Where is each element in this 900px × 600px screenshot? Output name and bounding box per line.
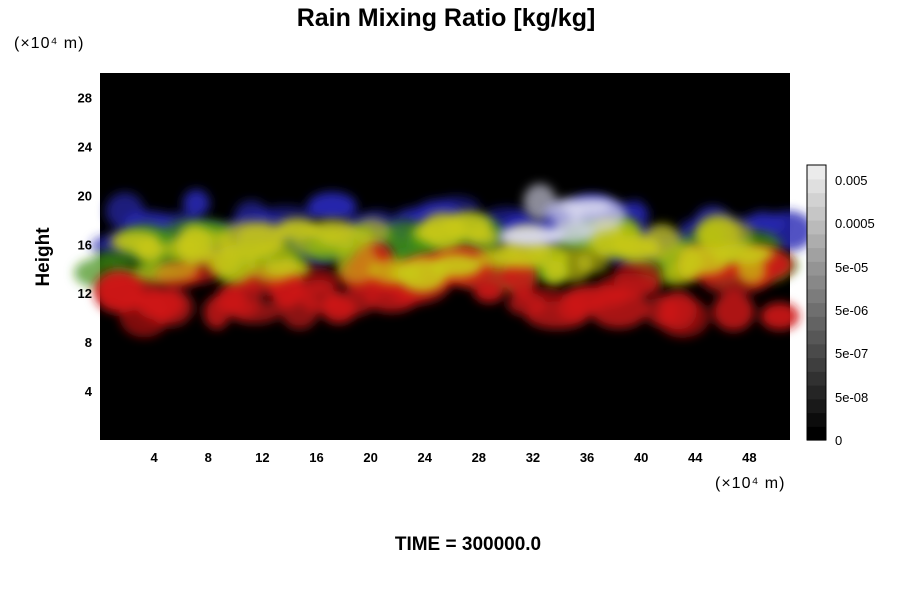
- rain-blob: [498, 226, 565, 247]
- rain-blob: [642, 223, 682, 263]
- colorbar: [806, 164, 827, 441]
- colorbar-tick-label: 0.005: [835, 173, 868, 188]
- colorbar-tick-label: 5e-07: [835, 346, 868, 361]
- x-tick-label: 40: [634, 450, 648, 465]
- x-tick-label: 44: [688, 450, 703, 465]
- y-axis-label: Height: [33, 227, 54, 287]
- rain-layer-yellow: [110, 211, 774, 293]
- colorbar-level: [807, 302, 826, 317]
- chart-title: Rain Mixing Ratio [kg/kg]: [297, 4, 596, 32]
- time-label: TIME = 300000.0: [395, 534, 541, 555]
- y-tick-label: 8: [85, 335, 92, 350]
- colorbar-level: [807, 233, 826, 249]
- x-tick-labels: 4 8 12 16 20 24 28 32 36 40 44 48: [151, 450, 757, 465]
- y-tick-label: 28: [78, 90, 92, 105]
- colorbar-tick-label: 5e-05: [835, 260, 868, 275]
- colorbar-level: [807, 247, 826, 262]
- rain-field: [74, 183, 814, 338]
- rain-blob: [228, 299, 281, 324]
- y-tick-label: 12: [78, 286, 92, 301]
- colorbar-level: [807, 275, 826, 290]
- x-unit-label: (×10⁴ m): [715, 475, 785, 492]
- colorbar-level: [807, 316, 826, 331]
- rain-blob: [95, 249, 145, 266]
- colorbar-tick-label: 0: [835, 433, 842, 448]
- y-tick-label: 4: [85, 384, 93, 399]
- x-tick-label: 48: [742, 450, 756, 465]
- rain-blob: [589, 288, 649, 329]
- x-tick-label: 20: [363, 450, 377, 465]
- y-tick-label: 16: [78, 237, 92, 252]
- rain-blob: [147, 287, 194, 327]
- colorbar-level: [807, 398, 826, 414]
- rain-blob: [569, 197, 627, 234]
- colorbar-level: [807, 343, 826, 359]
- colorbar-level: [807, 385, 826, 400]
- rain-blob: [576, 252, 610, 274]
- colorbar-level: [807, 371, 826, 386]
- x-tick-label: 16: [309, 450, 323, 465]
- colorbar-tick-label: 5e-06: [835, 303, 868, 318]
- colorbar-level: [807, 165, 826, 180]
- colorbar-tick-labels: 0.005 0.0005 5e-05 5e-06 5e-07 5e-08 0: [835, 173, 875, 448]
- colorbar-level: [807, 330, 826, 345]
- rain-blob: [523, 183, 557, 221]
- colorbar-tick-label: 5e-08: [835, 390, 868, 405]
- x-tick-label: 32: [526, 450, 540, 465]
- x-tick-label: 8: [205, 450, 212, 465]
- colorbar-level: [807, 426, 826, 441]
- rain-blob: [760, 302, 800, 331]
- colorbar-level: [807, 220, 826, 235]
- colorbar-frame: [806, 164, 827, 441]
- colorbar-level: [807, 288, 826, 304]
- rain-blob: [354, 218, 391, 246]
- y-tick-label: 24: [78, 139, 93, 154]
- rain-blob: [656, 296, 710, 338]
- rain-blob: [694, 219, 754, 249]
- x-tick-label: 12: [255, 450, 269, 465]
- rain-blob: [322, 290, 375, 317]
- x-tick-label: 24: [417, 450, 432, 465]
- colorbar-level: [807, 178, 826, 194]
- rain-blob: [466, 227, 499, 246]
- rain-blob: [182, 189, 210, 218]
- rain-blob: [711, 243, 774, 265]
- rain-layer-white: [498, 183, 627, 247]
- colorbar-level: [807, 357, 826, 372]
- y-tick-labels: 4 8 12 16 20 24 28: [78, 90, 93, 399]
- rain-blob: [134, 239, 165, 263]
- y-unit-label: (×10⁴ m): [14, 35, 84, 52]
- colorbar-level: [807, 206, 826, 221]
- rain-blob: [133, 262, 199, 282]
- colorbar-level: [807, 192, 826, 207]
- x-tick-label: 4: [151, 450, 159, 465]
- rain-blob: [473, 281, 505, 303]
- colorbar-tick-label: 0.0005: [835, 216, 875, 231]
- x-tick-label: 36: [580, 450, 594, 465]
- rain-blob: [307, 192, 357, 221]
- colorbar-level: [807, 412, 826, 427]
- colorbar-level: [807, 261, 826, 276]
- rain-blob: [613, 258, 662, 296]
- rain-blob: [736, 257, 767, 285]
- y-tick-label: 20: [78, 188, 92, 203]
- rain-blob: [263, 258, 311, 277]
- rain-blob: [712, 292, 755, 331]
- rain-blob: [335, 242, 379, 284]
- x-tick-label: 28: [472, 450, 486, 465]
- rain-blob: [428, 253, 483, 278]
